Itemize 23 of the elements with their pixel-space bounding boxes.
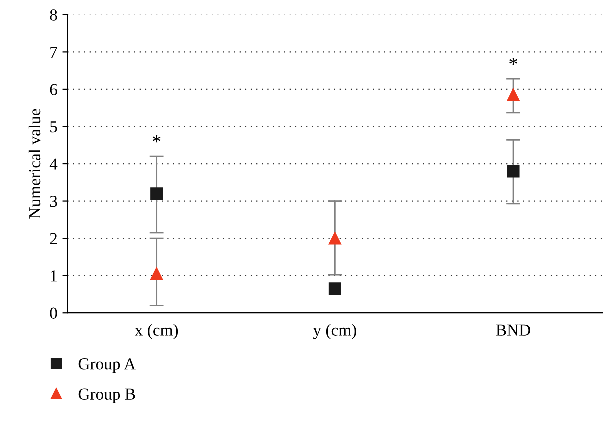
point <box>150 188 164 200</box>
legend-label: Group B <box>78 388 136 404</box>
point <box>328 232 342 245</box>
y-tick-label: 8 <box>50 10 58 21</box>
point <box>507 165 520 178</box>
y-tick-label: 6 <box>50 84 58 96</box>
y-tick-label: 7 <box>50 47 58 58</box>
legend-label: Group A <box>78 358 136 374</box>
annotation: * <box>510 58 518 66</box>
y-tick-label: 4 <box>50 158 58 170</box>
y-tick-label: 0 <box>50 308 58 320</box>
y-tick-label: 3 <box>50 196 58 208</box>
x-tick-label: BND <box>496 324 530 336</box>
point <box>328 282 342 296</box>
annotation: * <box>152 136 161 143</box>
y-tick-label: 5 <box>50 122 58 133</box>
point <box>507 88 520 102</box>
point <box>150 268 164 280</box>
x-tick-label: x (cm) <box>134 324 178 340</box>
y-tick-label: 2 <box>50 233 58 244</box>
y-tick-label: 1 <box>51 270 57 282</box>
x-tick-label: y (cm) <box>313 324 356 340</box>
y-axis-title: Numerical value <box>28 109 41 219</box>
